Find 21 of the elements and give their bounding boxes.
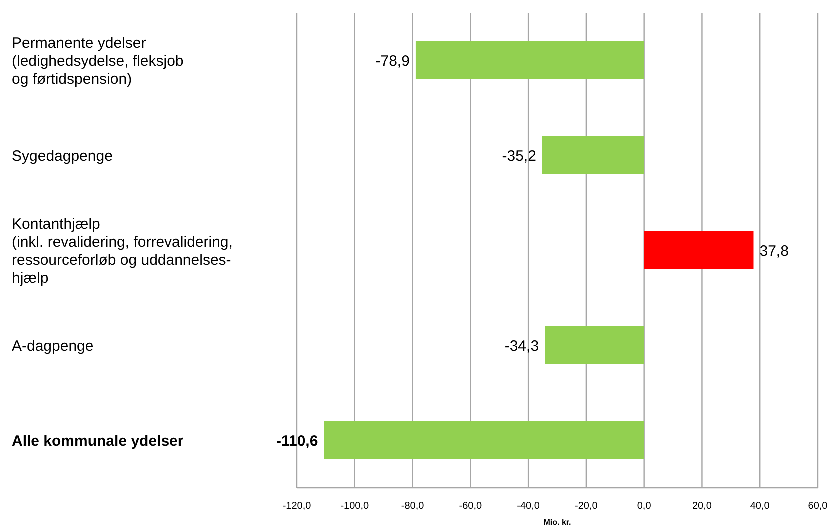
x-tick-label: -80,0 bbox=[401, 501, 425, 512]
y-tick-label: Alle kommunale ydelser bbox=[12, 432, 184, 450]
x-tick-label: 60,0 bbox=[808, 501, 828, 512]
data-label: -34,3 bbox=[504, 338, 540, 355]
x-tick-label: 0,0 bbox=[637, 501, 652, 512]
y-tick-label: A-dagpenge bbox=[12, 338, 94, 355]
x-tick-label: -100,0 bbox=[340, 501, 370, 512]
x-tick-label: -120,0 bbox=[282, 501, 312, 512]
data-label: -78,9 bbox=[376, 52, 410, 70]
x-tick-label: -40,0 bbox=[517, 501, 540, 512]
x-tick-label: -60,0 bbox=[459, 501, 482, 512]
x-tick-label: 40,0 bbox=[750, 501, 770, 512]
data-label: 37,8 bbox=[760, 242, 789, 260]
data-label: -35,2 bbox=[502, 148, 536, 165]
x-tick-label: 20,0 bbox=[692, 501, 712, 512]
y-tick-label: Permanente ydelser (ledighedsydelse, fleksjob og førtidspension) bbox=[12, 34, 184, 88]
x-tick-label: -20,0 bbox=[575, 501, 598, 512]
data-label: -110,6 bbox=[276, 432, 318, 450]
x-axis-title: Mio. kr. bbox=[544, 518, 572, 527]
y-tick-label: Kontanthjælp (inkl. revalidering, forrevalidering, ressourceforløb og uddannelses- hjælp bbox=[12, 216, 233, 287]
y-tick-label: Sygedagpenge bbox=[12, 148, 113, 165]
